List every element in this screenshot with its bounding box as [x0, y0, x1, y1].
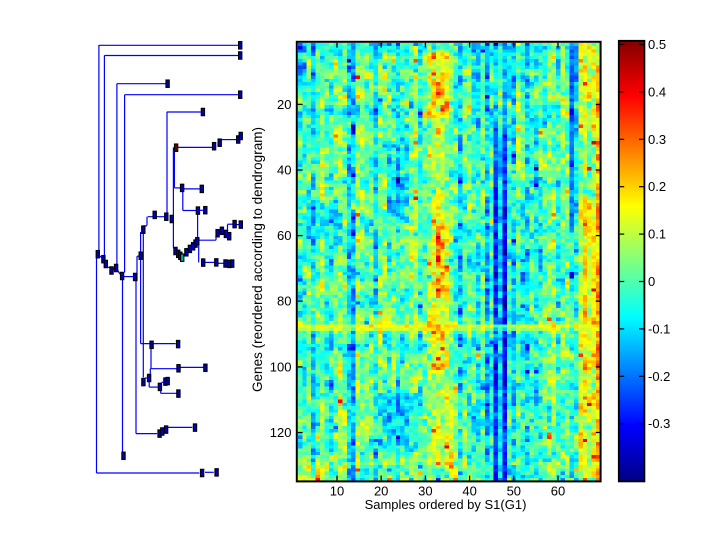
- svg-text:-0.2: -0.2: [648, 369, 670, 384]
- svg-text:50: 50: [507, 484, 521, 499]
- svg-text:0: 0: [648, 274, 655, 289]
- svg-text:60: 60: [551, 484, 565, 499]
- svg-text:-0.3: -0.3: [648, 416, 670, 431]
- svg-text:0.2: 0.2: [648, 179, 666, 194]
- svg-text:0.3: 0.3: [648, 132, 666, 147]
- svg-text:40: 40: [462, 484, 476, 499]
- svg-text:120: 120: [270, 425, 292, 440]
- svg-text:0.4: 0.4: [648, 84, 666, 99]
- svg-text:20: 20: [277, 97, 291, 112]
- svg-text:20: 20: [374, 484, 388, 499]
- svg-text:-0.1: -0.1: [648, 321, 670, 336]
- svg-text:60: 60: [277, 228, 291, 243]
- svg-text:10: 10: [330, 484, 344, 499]
- svg-text:0.1: 0.1: [648, 227, 666, 242]
- svg-text:30: 30: [418, 484, 432, 499]
- svg-text:0.5: 0.5: [648, 37, 666, 52]
- svg-text:80: 80: [277, 294, 291, 309]
- svg-text:40: 40: [277, 163, 291, 178]
- svg-text:100: 100: [270, 359, 292, 374]
- svg-text:Genes (reordered according to: Genes (reordered according to dendrogram…: [250, 127, 265, 392]
- svg-text:Samples ordered by S1(G1): Samples ordered by S1(G1): [365, 497, 527, 512]
